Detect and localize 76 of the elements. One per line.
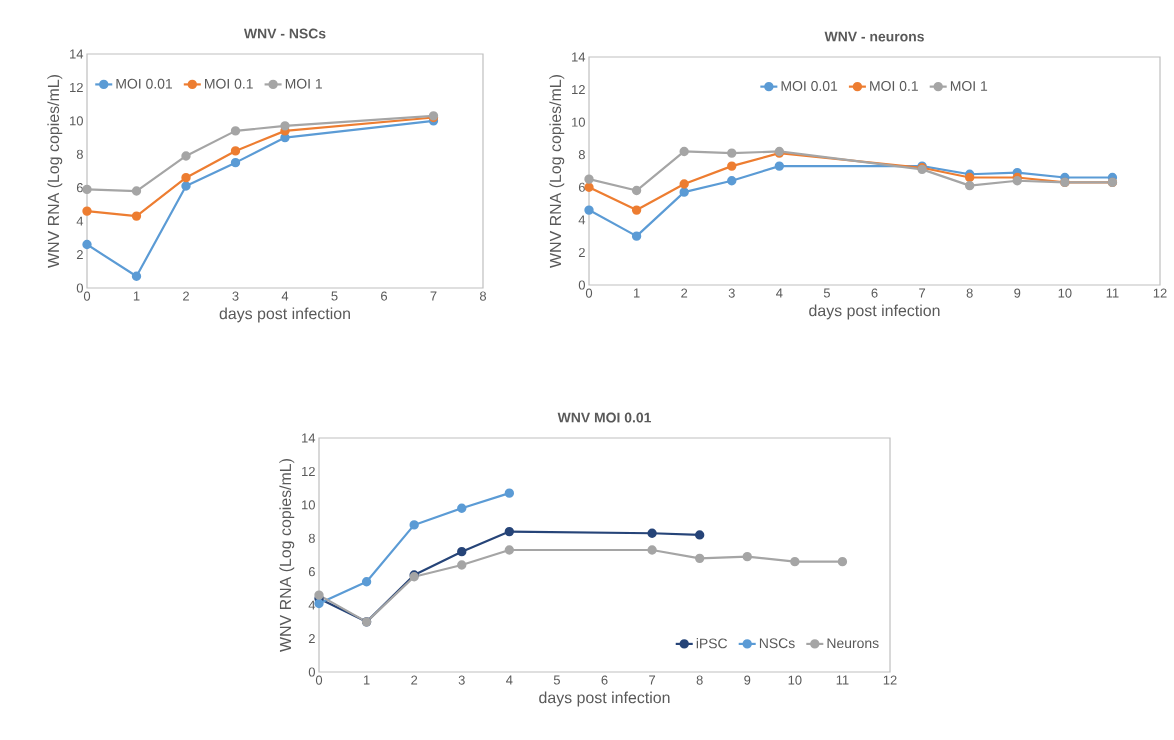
x-tick-label: 10: [1058, 288, 1072, 298]
y-tick-label: 4: [76, 216, 84, 226]
x-tick-label: 0: [585, 288, 593, 298]
y-tick-label: 12: [70, 82, 83, 92]
x-tick-label: 9: [744, 675, 751, 685]
x-tick-label: 8: [966, 288, 973, 298]
chart-title: WNV MOI 0.01: [557, 412, 652, 423]
x-axis-title: days post infection: [219, 307, 350, 323]
y-tick-label: 0: [308, 667, 315, 677]
x-tick-label: 1: [633, 288, 640, 298]
x-tick-label: 10: [788, 675, 802, 685]
y-tick-label: 2: [76, 250, 83, 260]
legend-label: MOI 0.1: [870, 81, 918, 91]
chart-title: WNV - NSCs: [243, 28, 326, 39]
x-tick-label: 7: [649, 675, 656, 685]
x-tick-label: 2: [183, 291, 189, 301]
legend-label: MOI 1: [950, 81, 988, 91]
legend-label: MOI 0.1: [205, 78, 253, 89]
x-tick-label: 7: [430, 291, 437, 301]
legend-label: Neurons: [827, 638, 879, 649]
y-tick-label: 4: [578, 215, 586, 225]
y-tick-label: 8: [578, 150, 585, 160]
legend-label: MOI 0.01: [781, 81, 838, 91]
x-tick-label: 9: [1014, 288, 1021, 298]
y-tick-label: 0: [578, 280, 585, 290]
x-tick-label: 7: [919, 288, 926, 298]
x-tick-label: 1: [363, 675, 370, 685]
x-tick-label: 3: [728, 288, 735, 298]
x-tick-label: 5: [823, 288, 830, 298]
y-tick-label: 8: [76, 149, 83, 159]
x-tick-label: 4: [281, 291, 289, 301]
x-tick-label: 8: [696, 675, 703, 685]
x-tick-label: 12: [883, 675, 897, 685]
y-tick-label: 6: [76, 183, 83, 193]
x-tick-label: 3: [232, 291, 239, 301]
y-tick-label: 10: [572, 117, 585, 127]
x-tick-label: 4: [506, 675, 513, 685]
x-tick-label: 6: [381, 291, 388, 301]
y-tick-label: 12: [302, 466, 315, 476]
chart-title: WNV - neurons: [824, 31, 924, 42]
y-tick-label: 14: [572, 52, 586, 62]
x-tick-label: 3: [458, 675, 465, 685]
y-tick-label: 12: [572, 85, 585, 95]
x-tick-label: 0: [83, 291, 91, 301]
x-tick-label: 6: [601, 675, 608, 685]
x-tick-label: 0: [315, 675, 323, 685]
y-tick-label: 6: [308, 567, 315, 577]
y-tick-label: 10: [70, 116, 83, 126]
legend-label: MOI 1: [285, 78, 322, 89]
x-axis-title: days post infection: [539, 691, 670, 707]
y-tick-label: 6: [578, 182, 585, 192]
x-tick-label: 1: [133, 291, 140, 301]
x-tick-label: 8: [479, 291, 487, 301]
x-tick-label: 5: [553, 675, 560, 685]
x-tick-label: 12: [1153, 288, 1167, 298]
legend-label: iPSC: [696, 638, 728, 649]
y-tick-label: 10: [302, 500, 315, 510]
x-tick-label: 2: [411, 675, 418, 685]
y-tick-label: 2: [308, 634, 315, 644]
x-tick-label: 11: [1106, 288, 1119, 298]
x-tick-label: 11: [836, 675, 849, 685]
legend-label: MOI 0.01: [116, 78, 173, 89]
x-tick-label: 2: [681, 288, 688, 298]
y-axis-title: WNV RNA (Log copies/mL): [279, 459, 295, 652]
y-tick-label: 14: [302, 433, 316, 443]
x-axis-title: days post infection: [809, 304, 940, 320]
y-tick-label: 4: [308, 600, 316, 610]
x-tick-label: 5: [331, 291, 338, 301]
x-tick-label: 6: [871, 288, 878, 298]
x-tick-label: 4: [776, 288, 783, 298]
y-axis-title: WNV RNA (Log copies/mL): [549, 75, 565, 268]
y-tick-label: 2: [578, 247, 585, 257]
y-tick-label: 14: [70, 49, 84, 59]
y-axis-title: WNV RNA (Log copies/mL): [47, 75, 63, 268]
legend-label: NSCs: [759, 638, 795, 649]
y-tick-label: 8: [308, 533, 315, 543]
